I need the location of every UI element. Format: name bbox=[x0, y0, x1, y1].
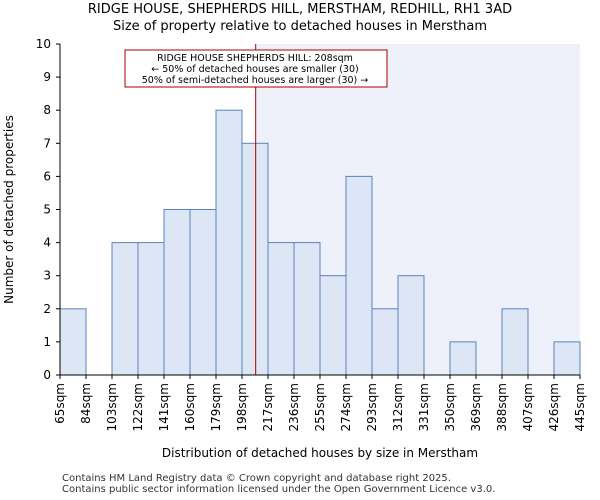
bar-426sqm bbox=[553, 341, 581, 376]
bar-255sqm bbox=[319, 275, 347, 376]
y-tick-label: 1 bbox=[43, 335, 51, 349]
x-tick-label: 103sqm bbox=[105, 383, 119, 431]
x-tick-label: 331sqm bbox=[417, 383, 431, 431]
x-tick-label: 445sqm bbox=[573, 383, 587, 431]
x-tick-label: 388sqm bbox=[495, 383, 509, 431]
annotation-box: RIDGE HOUSE SHEPHERDS HILL: 208sqm ← 50%… bbox=[124, 49, 388, 88]
bar-65sqm bbox=[59, 308, 87, 376]
x-tick-label: 198sqm bbox=[235, 383, 249, 431]
x-tick-label: 122sqm bbox=[131, 383, 145, 431]
x-tick-label: 369sqm bbox=[469, 383, 483, 431]
y-tick-label: 9 bbox=[43, 70, 51, 84]
annotation-line-3: 50% of semi-detached houses are larger (… bbox=[142, 75, 369, 86]
y-tick-label: 10 bbox=[36, 37, 51, 51]
y-tick-label: 6 bbox=[43, 169, 51, 183]
x-tick-label: 407sqm bbox=[521, 383, 535, 431]
y-tick-label: 3 bbox=[43, 269, 51, 283]
footer-licence: Contains public sector information licen… bbox=[62, 484, 496, 495]
bar-293sqm bbox=[371, 308, 399, 376]
x-tick-label: 236sqm bbox=[287, 383, 301, 431]
chart-title: RIDGE HOUSE, SHEPHERDS HILL, MERSTHAM, R… bbox=[87, 2, 513, 17]
x-tick-label: 350sqm bbox=[443, 383, 457, 431]
bar-236sqm bbox=[293, 242, 321, 376]
bar-122sqm bbox=[137, 242, 165, 376]
bar-350sqm bbox=[449, 341, 477, 376]
x-axis: 65sqm 84sqm 103sqm 122sqm 141sqm 160sqm 179sqm… bbox=[53, 374, 587, 431]
y-tick-label: 8 bbox=[43, 103, 51, 117]
y-tick-label: 5 bbox=[43, 203, 51, 217]
bar-388sqm bbox=[501, 308, 529, 376]
x-tick-label: 293sqm bbox=[365, 383, 379, 431]
y-axis: 0 1 2 3 4 5 6 7 8 9 10 bbox=[36, 37, 61, 382]
y-tick-label: 4 bbox=[43, 236, 51, 250]
bar-217sqm bbox=[267, 242, 295, 376]
x-tick-label: 141sqm bbox=[157, 383, 171, 431]
x-tick-label: 84sqm bbox=[79, 383, 93, 424]
y-tick-label: 7 bbox=[43, 136, 51, 150]
bar-274sqm bbox=[345, 175, 373, 376]
y-axis-label: Number of detached properties bbox=[2, 115, 16, 304]
x-tick-label: 179sqm bbox=[209, 383, 223, 431]
bar-103sqm bbox=[111, 242, 139, 376]
bar-198sqm bbox=[241, 142, 269, 376]
y-tick-label: 0 bbox=[43, 368, 51, 382]
chart-subtitle: Size of property relative to detached ho… bbox=[112, 19, 488, 34]
x-tick-label: 217sqm bbox=[261, 383, 275, 431]
footer-copyright: Contains HM Land Registry data © Crown c… bbox=[62, 473, 451, 484]
x-tick-label: 312sqm bbox=[391, 383, 405, 431]
x-tick-label: 274sqm bbox=[339, 383, 353, 431]
annotation-line-1: RIDGE HOUSE SHEPHERDS HILL: 208sqm bbox=[157, 53, 353, 64]
annotation-line-2: ← 50% of detached houses are smaller (30… bbox=[151, 64, 358, 75]
x-tick-label: 160sqm bbox=[183, 383, 197, 431]
x-tick-label: 426sqm bbox=[547, 383, 561, 431]
bar-160sqm bbox=[189, 209, 217, 376]
x-axis-label: Distribution of detached houses by size … bbox=[162, 446, 478, 460]
bar-141sqm bbox=[163, 209, 191, 376]
x-tick-label: 255sqm bbox=[313, 383, 327, 431]
bar-179sqm bbox=[215, 109, 243, 376]
bars-group bbox=[59, 109, 581, 376]
bar-312sqm bbox=[397, 275, 425, 376]
annotation-border bbox=[124, 49, 388, 88]
x-tick-label: 65sqm bbox=[53, 383, 67, 424]
y-tick-label: 2 bbox=[43, 302, 51, 316]
